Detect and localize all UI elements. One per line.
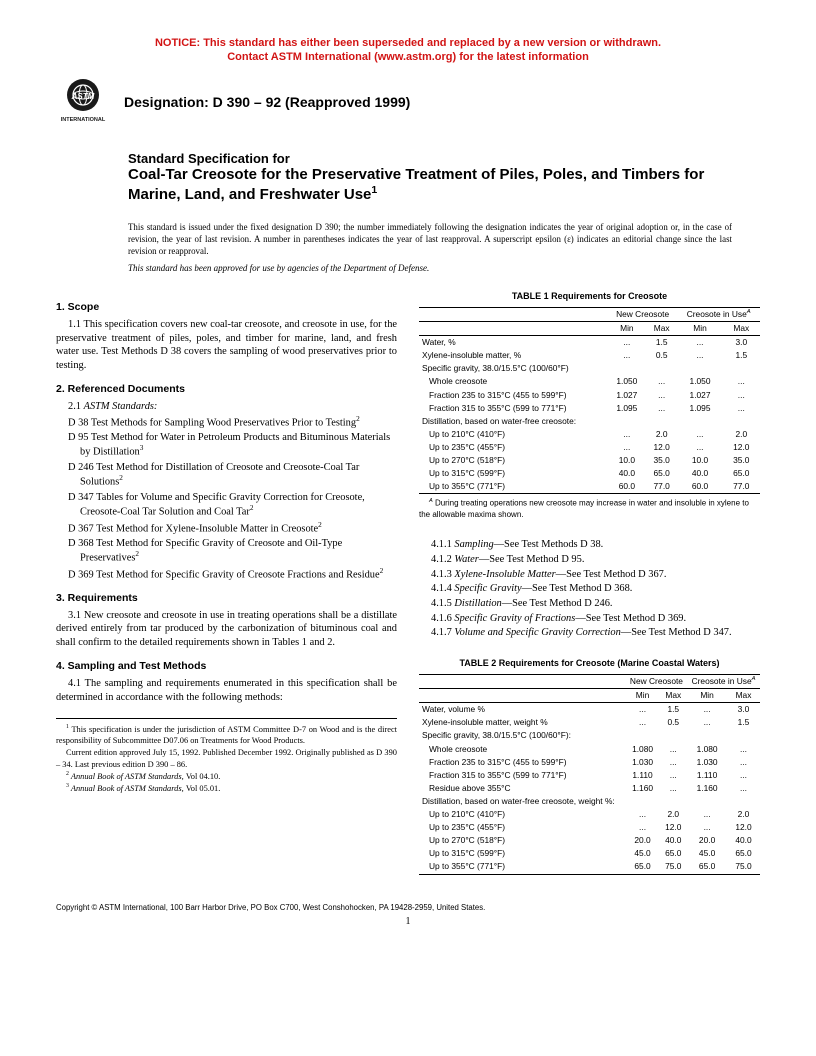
title-prefix: Standard Specification for	[128, 151, 760, 166]
preamble-approval: This standard has been approved for use …	[128, 263, 760, 273]
page-number: 1	[56, 916, 760, 927]
subsection: 4.1.7 Volume and Specific Gravity Correc…	[419, 626, 760, 640]
notice-banner: NOTICE: This standard has either been su…	[56, 36, 760, 65]
refdocs-intro: 2.1 ASTM Standards:	[56, 400, 397, 414]
table-row: Specific gravity, 38.0/15.5°C (100/60°F)	[419, 362, 760, 375]
left-column: 1. Scope 1.1 This specification covers n…	[56, 291, 397, 874]
req-head: 3. Requirements	[56, 592, 397, 606]
table-row: Up to 235°C (455°F)...12.0...12.0	[419, 821, 760, 834]
table1-footnote-text: During treating operations new creosote …	[419, 499, 749, 519]
sampling-body: 4.1 The sampling and requirements enumer…	[56, 677, 397, 704]
table-row: Fraction 315 to 355°C (599 to 771°F)1.09…	[419, 402, 760, 415]
columns: 1. Scope 1.1 This specification covers n…	[56, 291, 760, 874]
footnote: 1 This specification is under the jurisd…	[56, 724, 397, 746]
ref-item: D 369 Test Method for Specific Gravity o…	[56, 567, 397, 582]
ref-item: D 95 Test Method for Water in Petroleum …	[56, 431, 397, 460]
designation: Designation: D 390 – 92 (Reapproved 1999…	[124, 94, 410, 110]
subsections: 4.1.1 Sampling—See Test Methods D 38.4.1…	[419, 538, 760, 640]
ref-item: D 246 Test Method for Distillation of Cr…	[56, 461, 397, 490]
table-row: Up to 315°C (599°F)45.065.045.065.0	[419, 847, 760, 860]
table-row: Up to 315°C (599°F)40.065.040.065.0	[419, 467, 760, 480]
refdocs-num: 2.1	[68, 401, 84, 412]
preamble: This standard is issued under the fixed …	[128, 221, 760, 257]
ref-item: D 367 Test Method for Xylene-Insoluble M…	[56, 521, 397, 536]
table1-title: TABLE 1 Requirements for Creosote	[419, 291, 760, 303]
right-column: TABLE 1 Requirements for Creosote New Cr…	[419, 291, 760, 874]
table-row: Fraction 235 to 315°C (455 to 599°F)1.03…	[419, 756, 760, 769]
svg-text:INTERNATIONAL: INTERNATIONAL	[61, 117, 106, 123]
table-row: Xylene-insoluble matter, weight %...0.5.…	[419, 716, 760, 729]
footnote: 3 Annual Book of ASTM Standards, Vol 05.…	[56, 783, 397, 794]
notice-line1: NOTICE: This standard has either been su…	[155, 37, 661, 49]
table-row: Water, %...1.5...3.0	[419, 336, 760, 350]
table-row: Up to 210°C (410°F)...2.0...2.0	[419, 428, 760, 441]
table-row: Up to 270°C (518°F)20.040.020.040.0	[419, 834, 760, 847]
title-sup: 1	[371, 184, 377, 196]
table-row: Water, volume %...1.5...3.0	[419, 703, 760, 717]
footnote: 2 Annual Book of ASTM Standards, Vol 04.…	[56, 771, 397, 782]
ref-item: D 38 Test Methods for Sampling Wood Pres…	[56, 415, 397, 430]
title-block: Standard Specification for Coal-Tar Creo…	[56, 151, 760, 206]
notice-line2: Contact ASTM International (www.astm.org…	[227, 51, 589, 63]
astm-logo: ASTM INTERNATIONAL	[56, 75, 110, 129]
table2-title: TABLE 2 Requirements for Creosote (Marin…	[419, 658, 760, 670]
table2: New CreosoteCreosote in UseAMinMaxMinMax…	[419, 674, 760, 874]
table1: New CreosoteCreosote in UseAMinMaxMinMax…	[419, 307, 760, 494]
table-row: Up to 355°C (771°F)60.077.060.077.0	[419, 480, 760, 494]
table-row: Residue above 355°C1.160...1.160...	[419, 782, 760, 795]
subsection: 4.1.3 Xylene-Insoluble Matter—See Test M…	[419, 568, 760, 582]
footnote: Current edition approved July 15, 1992. …	[56, 747, 397, 769]
title-main-text: Coal-Tar Creosote for the Preservative T…	[128, 166, 704, 204]
table-row: Up to 355°C (771°F)65.075.065.075.0	[419, 860, 760, 874]
table-row: Fraction 235 to 315°C (455 to 599°F)1.02…	[419, 389, 760, 402]
subsection: 4.1.6 Specific Gravity of Fractions—See …	[419, 612, 760, 626]
footnotes: 1 This specification is under the jurisd…	[56, 718, 397, 794]
ref-item: D 368 Test Method for Specific Gravity o…	[56, 537, 397, 566]
copyright: Copyright © ASTM International, 100 Barr…	[56, 903, 760, 912]
table-row: Whole creosote1.050...1.050...	[419, 375, 760, 388]
scope-body: 1.1 This specification covers new coal-t…	[56, 318, 397, 373]
table-row: Whole creosote1.080...1.080...	[419, 743, 760, 756]
subsection: 4.1.2 Water—See Test Method D 95.	[419, 553, 760, 567]
page: NOTICE: This standard has either been su…	[0, 0, 816, 963]
subsection: 4.1.1 Sampling—See Test Methods D 38.	[419, 538, 760, 552]
refs-list: D 38 Test Methods for Sampling Wood Pres…	[56, 415, 397, 582]
table-row: Up to 235°C (455°F)...12.0...12.0	[419, 441, 760, 454]
table-row: Up to 270°C (518°F)10.035.010.035.0	[419, 454, 760, 467]
sampling-head: 4. Sampling and Test Methods	[56, 660, 397, 674]
req-body: 3.1 New creosote and creosote in use in …	[56, 609, 397, 650]
refdocs-label: ASTM Standards:	[84, 401, 158, 412]
table-row: Fraction 315 to 355°C (599 to 771°F)1.11…	[419, 769, 760, 782]
table-row: Up to 210°C (410°F)...2.0...2.0	[419, 808, 760, 821]
ref-item: D 347 Tables for Volume and Specific Gra…	[56, 491, 397, 520]
svg-text:ASTM: ASTM	[71, 92, 95, 101]
table-row: Xylene-insoluble matter, %...0.5...1.5	[419, 349, 760, 362]
header-row: ASTM INTERNATIONAL Designation: D 390 – …	[56, 75, 760, 129]
subsection: 4.1.5 Distillation—See Test Method D 246…	[419, 597, 760, 611]
table-row: Distillation, based on water-free creoso…	[419, 795, 760, 808]
table-row: Distillation, based on water-free creoso…	[419, 415, 760, 428]
refdocs-head: 2. Referenced Documents	[56, 383, 397, 397]
table1-footnote: A During treating operations new creosot…	[419, 498, 760, 520]
title-main: Coal-Tar Creosote for the Preservative T…	[128, 166, 760, 206]
subsection: 4.1.4 Specific Gravity—See Test Method D…	[419, 582, 760, 596]
table-row: Specific gravity, 38.0/15.5°C (100/60°F)…	[419, 729, 760, 742]
scope-head: 1. Scope	[56, 301, 397, 315]
